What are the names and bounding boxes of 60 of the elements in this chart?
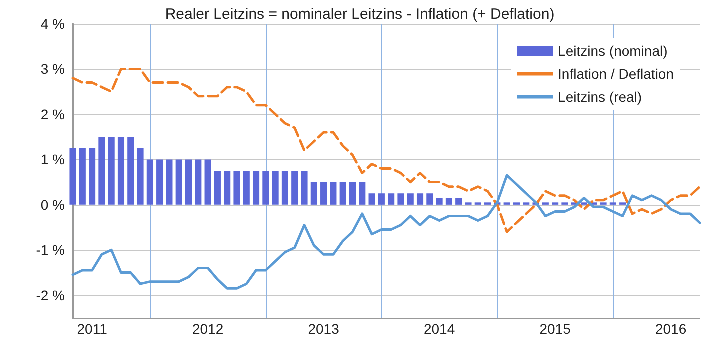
y-tick-label: -2 % <box>36 287 65 304</box>
bar <box>310 182 318 205</box>
bar <box>436 198 443 205</box>
x-tick-label: 2013 <box>308 321 340 337</box>
y-tick-label: -1 % <box>36 242 65 258</box>
legend-label: Leitzins (nominal) <box>558 43 668 59</box>
bar <box>214 171 221 205</box>
bar <box>70 148 76 205</box>
bar <box>128 137 134 205</box>
bar <box>108 137 115 205</box>
bar <box>330 182 337 205</box>
y-tick-label: 2 % <box>40 106 65 122</box>
bar <box>195 160 202 205</box>
bar <box>89 148 96 205</box>
bar <box>340 182 346 205</box>
bar <box>292 171 298 205</box>
x-tick-label: 2012 <box>192 321 224 337</box>
bar <box>320 182 328 205</box>
line-series <box>72 174 702 290</box>
bar <box>204 160 212 205</box>
y-tick-label: 4 % <box>40 16 65 32</box>
bar <box>185 160 192 205</box>
y-tick-label: 1 % <box>40 152 65 168</box>
bar <box>262 171 270 205</box>
chart-title: Realer Leitzins = nominaler Leitzins - Inflation (+ Deflation) <box>165 6 555 23</box>
bar <box>456 198 462 205</box>
bar <box>166 160 173 205</box>
bar <box>388 194 395 205</box>
x-tick-label: 2011 <box>77 321 108 337</box>
y-tick-label: 3 % <box>40 61 65 78</box>
x-tick-label: 2014 <box>424 321 456 337</box>
bar <box>243 171 250 205</box>
bar <box>349 182 356 205</box>
bar <box>234 171 240 205</box>
bar <box>301 171 308 205</box>
line-series <box>72 68 702 234</box>
x-tick-label: 2016 <box>655 321 687 337</box>
bar <box>426 194 434 205</box>
bar <box>137 148 144 205</box>
bar <box>252 171 260 205</box>
bar <box>98 137 106 205</box>
bar <box>407 194 414 205</box>
bar <box>176 160 182 205</box>
bar <box>146 160 154 205</box>
bar <box>272 171 279 205</box>
bar <box>359 182 366 205</box>
bar <box>416 194 424 205</box>
bar <box>368 194 376 205</box>
bar <box>446 198 452 205</box>
bar <box>156 160 164 205</box>
legend-label: Inflation / Deflation <box>558 66 674 82</box>
bar <box>398 194 404 205</box>
bar <box>79 148 86 205</box>
bar <box>224 171 231 205</box>
bar <box>282 171 288 205</box>
legend-label: Leitzins (real) <box>558 89 642 105</box>
y-tick-label: 0 % <box>40 196 65 213</box>
x-tick-label: 2015 <box>540 321 572 337</box>
bar <box>378 194 385 205</box>
bar <box>118 137 125 205</box>
